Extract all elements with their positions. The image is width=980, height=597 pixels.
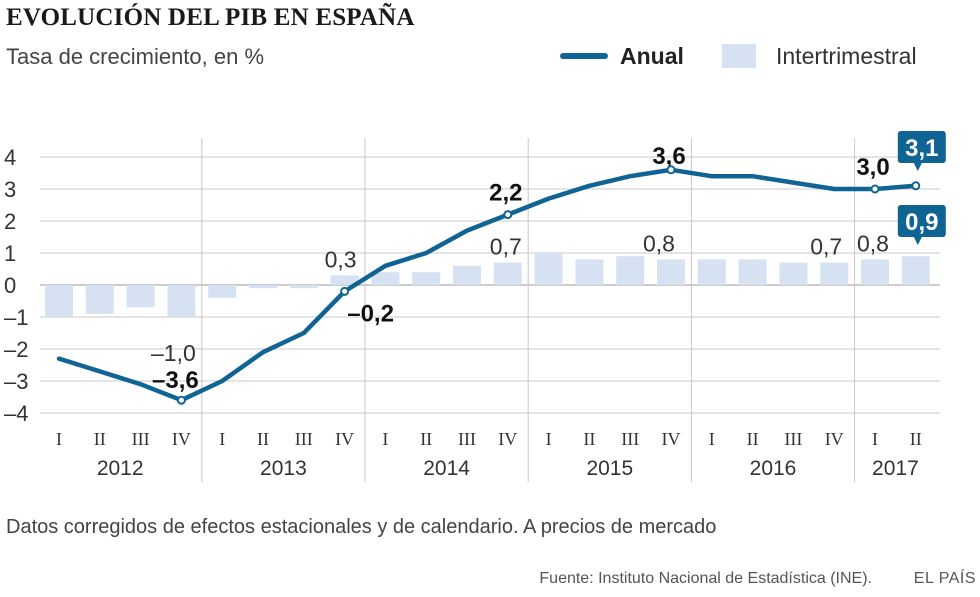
legend-bar-swatch: [722, 44, 756, 68]
bar: [85, 285, 114, 314]
x-quarter-label: III: [132, 429, 150, 449]
bar: [738, 259, 767, 285]
x-quarter-label: I: [546, 429, 552, 449]
y-tick-label: 4: [4, 145, 16, 170]
bar: [249, 285, 277, 289]
legend-line-swatch: [560, 53, 608, 59]
bar: [779, 262, 808, 285]
x-quarter-label: I: [872, 429, 878, 449]
bar: [901, 256, 930, 285]
x-quarter-label: IV: [498, 429, 517, 449]
value-label-box: [897, 205, 946, 237]
legend-intertrimestral-label: Intertrimestral: [776, 42, 917, 69]
bar: [575, 259, 604, 285]
y-tick-label: 0: [4, 273, 16, 298]
value-label: 3,6: [652, 143, 685, 170]
x-quarter-label: I: [56, 429, 62, 449]
legend-intertrimestral: Intertrimestral: [722, 42, 917, 70]
value-label: 0,7: [490, 234, 522, 260]
series-point-marker: [870, 184, 880, 194]
bar: [126, 285, 155, 308]
value-label: –1,0: [151, 340, 196, 366]
x-quarter-label: III: [784, 429, 802, 449]
footnote: Datos corregidos de efectos estacionales…: [6, 516, 717, 538]
bar: [289, 285, 318, 289]
bar: [697, 259, 726, 285]
x-year-label: 2012: [97, 457, 144, 480]
value-label: 3,1: [905, 135, 938, 162]
x-quarter-label: II: [257, 429, 269, 449]
x-year-label: 2017: [872, 457, 919, 480]
x-quarter-label: IV: [662, 429, 681, 449]
y-tick-label: 3: [4, 177, 16, 202]
value-label: 0,8: [643, 230, 675, 256]
bar: [820, 262, 849, 285]
value-label: 0,7: [810, 234, 842, 260]
chart-title: EVOLUCIÓN DEL PIB EN ESPAÑA: [6, 4, 415, 31]
y-tick-label: –4: [4, 401, 28, 426]
x-quarter-label: II: [94, 429, 106, 449]
y-tick-label: –1: [4, 305, 28, 330]
series-point-marker: [176, 395, 186, 405]
y-tick-label: –2: [4, 337, 28, 362]
bar: [453, 265, 481, 285]
series-point-marker: [503, 210, 513, 220]
x-quarter-label: III: [295, 429, 313, 449]
series-line-anual: [56, 167, 919, 403]
value-label: –0,2: [347, 300, 394, 327]
bar: [208, 285, 237, 298]
series-point-marker: [340, 286, 350, 296]
x-quarter-label: IV: [335, 429, 354, 449]
x-quarter-label: II: [420, 429, 432, 449]
bar: [616, 256, 645, 285]
legend-anual: Anual: [560, 42, 684, 70]
bar: [371, 272, 400, 285]
y-tick-label: 2: [4, 209, 16, 234]
x-quarter-label: III: [458, 429, 476, 449]
value-label-box: [897, 131, 946, 163]
value-label: 3,0: [856, 154, 889, 181]
series-point-marker: [911, 181, 921, 191]
y-tick-label: 1: [4, 241, 16, 266]
x-year-label: 2014: [423, 457, 470, 480]
x-quarter-label: II: [583, 429, 595, 449]
bar: [861, 259, 889, 285]
x-year-label: 2013: [260, 457, 307, 480]
legend-anual-label: Anual: [620, 42, 684, 69]
bar: [330, 275, 359, 285]
bar: [534, 253, 563, 285]
bar: [167, 285, 196, 317]
publisher-credit: EL PAÍS: [913, 570, 976, 587]
bar: [412, 272, 441, 285]
x-quarter-label: IV: [172, 429, 191, 449]
bar: [45, 285, 73, 317]
value-label: 0,8: [857, 230, 889, 256]
x-quarter-label: IV: [825, 429, 844, 449]
bar: [493, 262, 522, 285]
bar: [657, 259, 685, 285]
x-year-label: 2015: [586, 457, 633, 480]
x-quarter-label: II: [910, 429, 922, 449]
x-quarter-label: I: [382, 429, 388, 449]
x-quarter-label: I: [709, 429, 715, 449]
value-label: 0,3: [325, 246, 357, 272]
value-label: 2,2: [489, 180, 522, 207]
value-label-pointer: [913, 163, 922, 171]
y-tick-label: –3: [4, 369, 28, 394]
series-point-marker: [666, 165, 676, 175]
value-label: –3,6: [152, 367, 199, 394]
chart-subtitle: Tasa de crecimiento, en %: [6, 44, 265, 69]
x-quarter-label: I: [219, 429, 225, 449]
source-text: Fuente: Instituto Nacional de Estadístic…: [539, 570, 872, 587]
x-quarter-label: III: [621, 429, 639, 449]
x-quarter-label: II: [747, 429, 759, 449]
value-label-pointer: [913, 237, 922, 245]
value-label: 0,9: [905, 209, 938, 236]
x-year-label: 2016: [750, 457, 797, 480]
